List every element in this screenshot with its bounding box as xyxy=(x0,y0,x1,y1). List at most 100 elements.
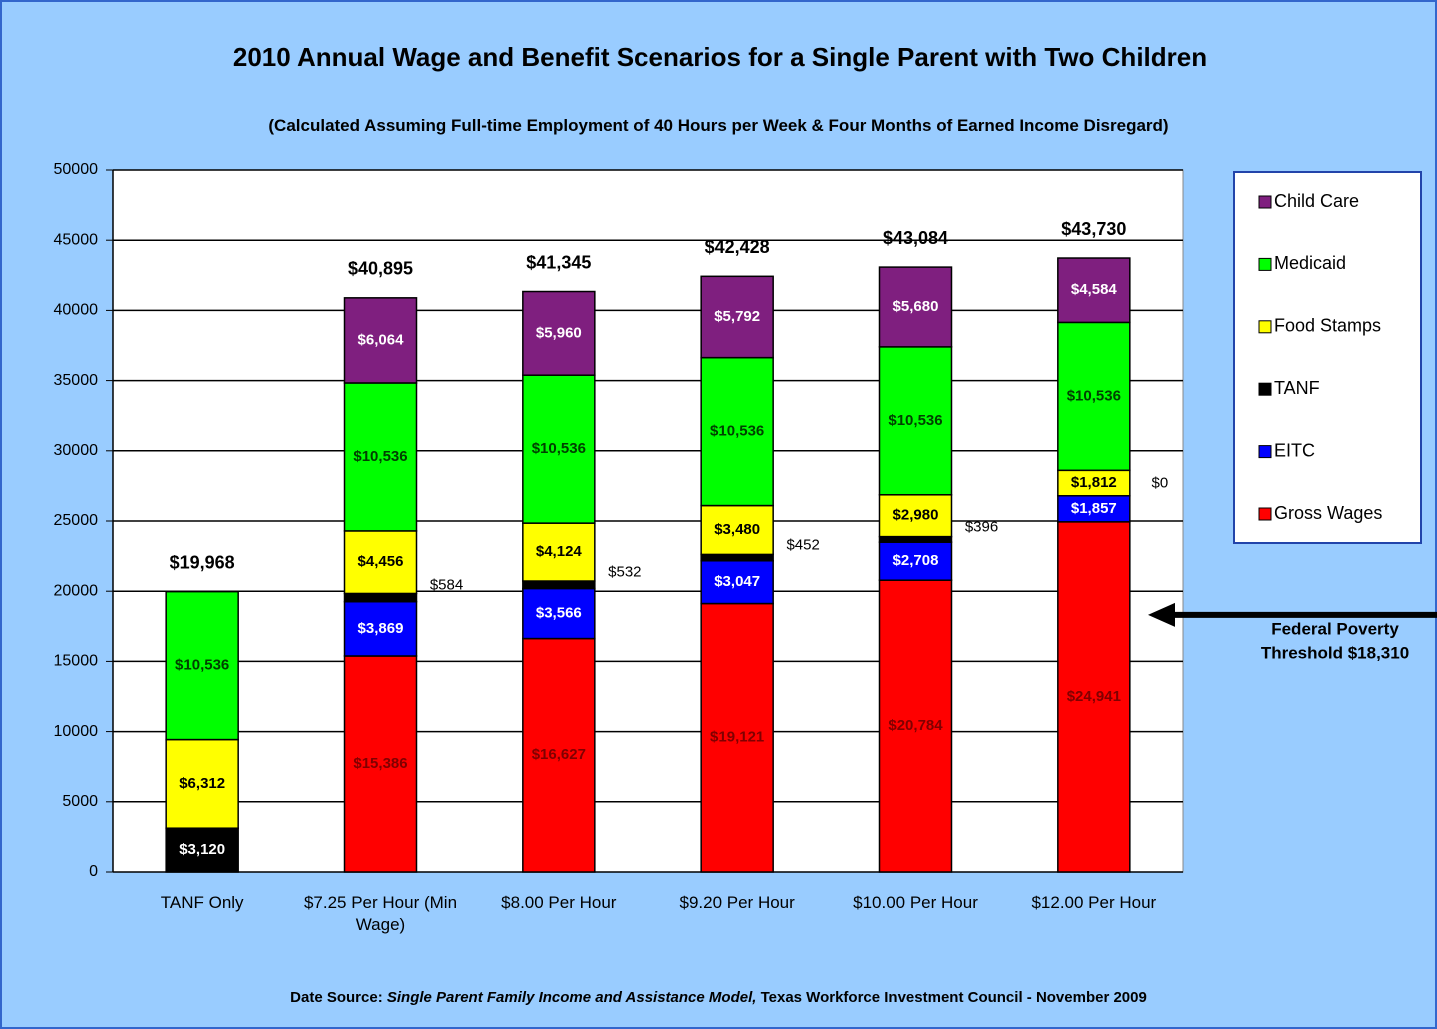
total-label: $42,428 xyxy=(705,237,770,257)
bar-segment xyxy=(165,738,239,829)
y-tick-label: 50000 xyxy=(54,161,99,178)
bar-segment xyxy=(1057,495,1131,523)
bar-segment xyxy=(343,655,418,873)
annotation-text: Federal Poverty xyxy=(1271,619,1399,638)
total-label: $43,084 xyxy=(883,228,948,248)
y-tick-label: 15000 xyxy=(54,653,99,670)
bar-segment xyxy=(522,637,596,873)
bar-segment xyxy=(1057,469,1131,497)
legend-swatch xyxy=(1258,320,1272,334)
bar-segment xyxy=(700,356,774,507)
y-tick-label: 25000 xyxy=(54,512,99,529)
y-tick-label: 0 xyxy=(89,863,98,880)
data-label: $0 xyxy=(1151,475,1168,492)
data-label: $10,536 xyxy=(888,412,942,429)
bar-segment xyxy=(522,374,596,524)
y-tick-label: 30000 xyxy=(54,442,99,459)
legend-swatch xyxy=(1258,507,1272,521)
y-tick-label: 40000 xyxy=(54,302,99,319)
bar-segment xyxy=(522,587,596,640)
data-label: $1,812 xyxy=(1071,474,1117,491)
bar-segment xyxy=(700,553,774,562)
bar-segment xyxy=(700,275,774,359)
data-label: $584 xyxy=(430,577,463,594)
total-label: $41,345 xyxy=(526,252,591,272)
bar-segment xyxy=(878,346,953,496)
data-label: $1,857 xyxy=(1071,500,1117,517)
legend-label: Medicaid xyxy=(1274,253,1346,273)
y-tick-label: 20000 xyxy=(54,582,99,599)
bar-segment xyxy=(878,579,953,873)
data-label: $15,386 xyxy=(353,755,407,772)
data-label: $10,536 xyxy=(710,423,764,440)
data-label: $2,980 xyxy=(893,507,939,524)
y-tick-label: 5000 xyxy=(62,793,98,810)
bar-segment xyxy=(343,297,418,384)
data-label: $3,120 xyxy=(179,841,225,858)
legend-label: TANF xyxy=(1274,378,1320,398)
source-rest: Texas Workforce Investment Council - Nov… xyxy=(760,989,1147,1006)
data-label: $3,566 xyxy=(536,604,582,621)
data-label: $16,627 xyxy=(532,746,586,763)
source-lead: Date Source: xyxy=(290,989,383,1006)
y-tick-label: 35000 xyxy=(54,372,99,389)
legend-label: EITC xyxy=(1274,440,1315,460)
legend-swatch xyxy=(1258,445,1272,459)
legend-label: Food Stamps xyxy=(1274,316,1381,336)
bar-segment xyxy=(700,560,774,605)
x-tick-label: $9.20 Per Hour xyxy=(679,893,795,912)
legend-swatch xyxy=(1258,257,1272,271)
data-label: $4,456 xyxy=(358,553,404,570)
data-label: $5,792 xyxy=(714,308,760,325)
bar-segment xyxy=(878,535,953,543)
data-label: $452 xyxy=(786,537,819,554)
total-label: $19,968 xyxy=(170,552,235,572)
bar-segment xyxy=(343,530,418,595)
bar-segment xyxy=(343,600,418,657)
bar-segment xyxy=(343,592,418,603)
data-label: $532 xyxy=(608,564,641,581)
data-label: $5,680 xyxy=(893,298,939,315)
legend-swatch xyxy=(1258,382,1272,396)
data-label: $10,536 xyxy=(532,440,586,457)
bar-segment xyxy=(878,266,953,348)
bar-segment xyxy=(343,382,418,532)
data-label: $10,536 xyxy=(353,448,407,465)
bar-segment xyxy=(1057,257,1131,324)
data-label: $4,124 xyxy=(536,543,583,560)
x-tick-label: $8.00 Per Hour xyxy=(501,893,617,912)
chart-subtitle: (Calculated Assuming Full-time Employmen… xyxy=(268,116,1169,135)
bar-segment xyxy=(522,580,596,590)
x-tick-label: TANF Only xyxy=(160,893,244,912)
data-label: $2,708 xyxy=(893,552,939,569)
arrow-head xyxy=(1148,602,1175,627)
data-label: $6,312 xyxy=(179,775,225,792)
data-label: $20,784 xyxy=(888,717,943,734)
total-label: $40,895 xyxy=(348,259,413,279)
data-label: $3,480 xyxy=(714,521,760,538)
bar-segment xyxy=(165,590,239,741)
source: Date Source: Single Parent Family Income… xyxy=(0,989,1437,1006)
data-label: $3,047 xyxy=(714,573,760,590)
source-title: Single Parent Family Income and Assistan… xyxy=(386,989,757,1006)
data-label: $10,536 xyxy=(175,657,229,674)
data-label: $10,536 xyxy=(1067,387,1121,404)
bar-segment xyxy=(878,494,953,538)
bar-segment xyxy=(522,290,596,376)
x-tick-label: $12.00 Per Hour xyxy=(1031,893,1157,912)
legend-swatch xyxy=(1258,195,1272,209)
data-label: $396 xyxy=(965,518,998,535)
data-label: $24,941 xyxy=(1067,688,1121,705)
legend-label: Gross Wages xyxy=(1274,503,1382,523)
x-tick-label: $10.00 Per Hour xyxy=(853,893,978,912)
annotation-text: Threshold $18,310 xyxy=(1261,643,1409,662)
data-label: $3,869 xyxy=(358,620,404,637)
legend xyxy=(1233,171,1422,544)
y-tick-label: 10000 xyxy=(54,723,99,740)
total-label: $43,730 xyxy=(1061,219,1126,239)
legend-label: Child Care xyxy=(1274,191,1359,211)
data-label: $6,064 xyxy=(358,331,405,348)
